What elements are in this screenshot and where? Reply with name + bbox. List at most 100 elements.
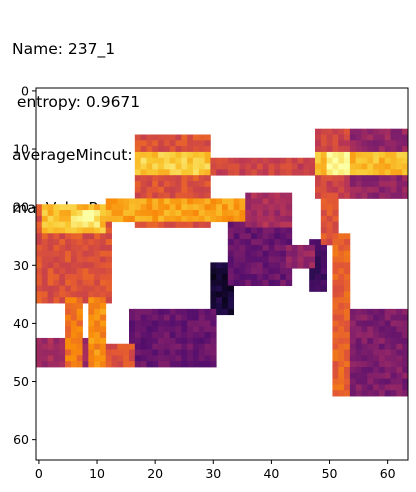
heatmap-cell xyxy=(146,140,152,146)
heatmap-cell xyxy=(332,344,338,350)
heatmap-cell xyxy=(164,355,170,361)
heatmap-cell xyxy=(83,251,89,257)
heatmap-cell xyxy=(77,338,83,344)
heatmap-cell xyxy=(362,158,368,164)
heatmap-cell xyxy=(199,326,205,332)
heatmap-cell xyxy=(199,204,205,210)
heatmap-cell xyxy=(367,135,373,141)
heatmap-cell xyxy=(164,140,170,146)
heatmap-cell xyxy=(367,164,373,170)
heatmap-cell xyxy=(88,350,94,356)
heatmap-cell xyxy=(332,361,338,367)
heatmap-cell xyxy=(170,169,176,175)
heatmap-cell xyxy=(193,135,199,141)
heatmap-cell xyxy=(36,297,42,303)
heatmap-cell xyxy=(141,321,147,327)
heatmap-cell xyxy=(222,274,228,280)
heatmap-cell xyxy=(216,303,222,309)
heatmap-cell xyxy=(187,146,193,152)
heatmap-cell xyxy=(257,228,263,234)
heatmap-cell xyxy=(338,291,344,297)
heatmap-cell xyxy=(83,239,89,245)
heatmap-cell xyxy=(71,286,77,292)
heatmap-cell xyxy=(379,326,385,332)
heatmap-cell xyxy=(94,350,100,356)
heatmap-cell xyxy=(338,303,344,309)
heatmap-cell xyxy=(332,204,338,210)
heatmap-cell xyxy=(263,228,269,234)
y-axis: 0102030405060 xyxy=(13,83,36,447)
heatmap-cell xyxy=(94,280,100,286)
heatmap-cell xyxy=(332,355,338,361)
heatmap-cell xyxy=(48,338,54,344)
heatmap-cell xyxy=(338,321,344,327)
heatmap-cell xyxy=(379,146,385,152)
heatmap-cell xyxy=(263,158,269,164)
heatmap-cell xyxy=(332,158,338,164)
heatmap-cell xyxy=(338,187,344,193)
heatmap-cell xyxy=(100,286,106,292)
heatmap-cell xyxy=(129,344,135,350)
heatmap-cell xyxy=(338,280,344,286)
heatmap-cell xyxy=(228,204,234,210)
heatmap-cell xyxy=(48,355,54,361)
heatmap-cell xyxy=(199,193,205,199)
heatmap-cell xyxy=(77,280,83,286)
heatmap-cell xyxy=(164,210,170,216)
heatmap-cell xyxy=(263,222,269,228)
heatmap-cell xyxy=(286,158,292,164)
heatmap-cell xyxy=(71,210,77,216)
heatmap-cell xyxy=(350,129,356,135)
heatmap-cell xyxy=(274,233,280,239)
heatmap-cell xyxy=(59,239,65,245)
heatmap-cell xyxy=(94,297,100,303)
heatmap-cell xyxy=(100,222,106,228)
heatmap-cell xyxy=(141,216,147,222)
heatmap-cell xyxy=(222,268,228,274)
heatmap-cell xyxy=(187,193,193,199)
heatmap-cell xyxy=(53,344,59,350)
heatmap-cell xyxy=(129,321,135,327)
heatmap-cell xyxy=(362,164,368,170)
heatmap-cell xyxy=(210,291,216,297)
heatmap-cell xyxy=(391,390,397,396)
heatmap-cell xyxy=(106,216,112,222)
heatmap-cell xyxy=(88,268,94,274)
heatmap-cell xyxy=(205,140,211,146)
heatmap-cell xyxy=(257,222,263,228)
heatmap-cell xyxy=(152,321,158,327)
heatmap-cell xyxy=(315,129,321,135)
heatmap-cell xyxy=(216,274,222,280)
heatmap-cell xyxy=(216,164,222,170)
heatmap-cell xyxy=(321,175,327,181)
heatmap-cell xyxy=(141,326,147,332)
heatmap-cell xyxy=(42,344,48,350)
heatmap-cell xyxy=(205,198,211,204)
heatmap-cell xyxy=(234,222,240,228)
heatmap-cell xyxy=(152,222,158,228)
heatmap-cell xyxy=(234,257,240,263)
heatmap-cell xyxy=(367,350,373,356)
heatmap-cell xyxy=(356,390,362,396)
heatmap-cell xyxy=(170,198,176,204)
heatmap-cell xyxy=(216,309,222,315)
heatmap-cell xyxy=(164,181,170,187)
heatmap-cell xyxy=(65,204,71,210)
heatmap-cell xyxy=(269,239,275,245)
heatmap-cell xyxy=(129,315,135,321)
heatmap-cell xyxy=(396,193,402,199)
heatmap-cell xyxy=(88,291,94,297)
heatmap-cell xyxy=(274,198,280,204)
heatmap-cell xyxy=(216,297,222,303)
heatmap-cell xyxy=(88,262,94,268)
heatmap-cell xyxy=(367,332,373,338)
heatmap-cell xyxy=(373,129,379,135)
heatmap-cell xyxy=(286,216,292,222)
heatmap-cell xyxy=(373,315,379,321)
heatmap-cell xyxy=(332,268,338,274)
heatmap-cell xyxy=(141,210,147,216)
heatmap-cell xyxy=(402,169,408,175)
heatmap-cell xyxy=(36,344,42,350)
heatmap-cell xyxy=(362,309,368,315)
heatmap-cell xyxy=(391,338,397,344)
